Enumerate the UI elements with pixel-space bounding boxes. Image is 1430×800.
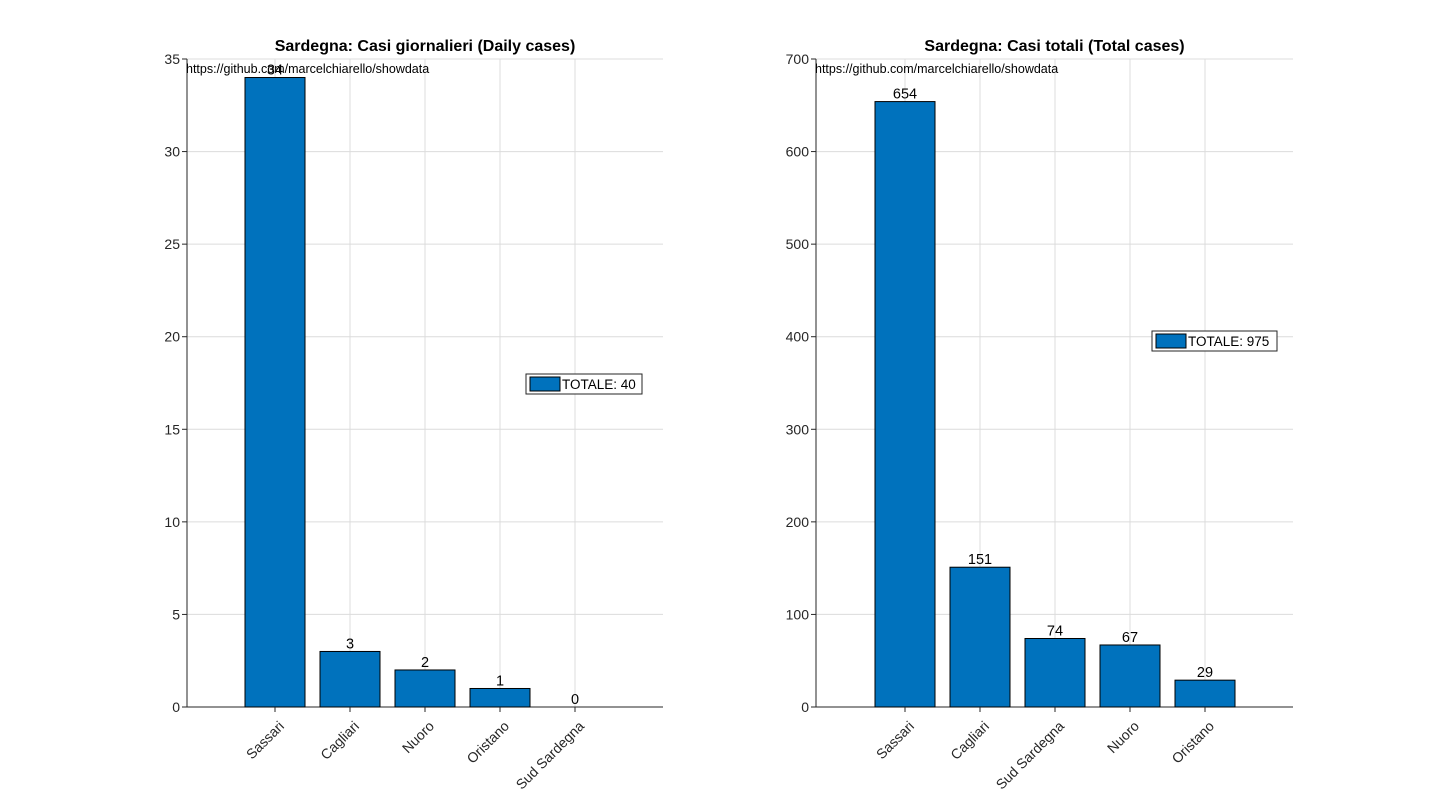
chart-title: Sardegna: Casi totali (Total cases): [924, 38, 1184, 55]
legend-swatch: [1155, 333, 1187, 349]
y-tick-label: 15: [164, 421, 180, 437]
y-tick-label: 500: [786, 236, 810, 252]
data-label: 654: [893, 87, 917, 103]
data-label: 3: [346, 636, 354, 652]
chart-panel-2: 0100200300400500600700654Sassari151Cagli…: [786, 38, 1293, 792]
legend: TOTALE: 975: [1151, 330, 1278, 352]
y-tick-label: 35: [164, 51, 180, 67]
bar-cagliari: [319, 650, 381, 708]
data-label: 1: [496, 673, 504, 689]
y-tick-label: 0: [801, 699, 809, 715]
y-tick-label: 700: [786, 51, 810, 67]
data-label: 151: [968, 552, 992, 568]
bar-nuoro: [394, 669, 456, 708]
data-label: 74: [1047, 623, 1063, 639]
source-annotation: https://github.com/marcelchiarello/showd…: [815, 62, 1058, 76]
y-tick-label: 0: [172, 699, 180, 715]
bar-nuoro: [1099, 644, 1161, 708]
data-label: 2: [421, 655, 429, 671]
y-tick-label: 25: [164, 236, 180, 252]
legend-swatch: [529, 376, 561, 392]
y-tick-label: 10: [164, 514, 180, 530]
bar-sassari: [244, 77, 306, 708]
data-label: 34: [267, 63, 283, 79]
y-tick-label: 300: [786, 421, 810, 437]
bar-cagliari: [949, 566, 1011, 708]
y-tick-label: 200: [786, 514, 810, 530]
legend: TOTALE: 40: [525, 373, 643, 395]
y-tick-label: 600: [786, 144, 810, 160]
data-label: 29: [1197, 665, 1213, 681]
chart-title: Sardegna: Casi giornalieri (Daily cases): [275, 38, 576, 55]
source-annotation: https://github.com/marcelchiarello/showd…: [186, 62, 429, 76]
y-tick-label: 20: [164, 329, 180, 345]
legend-label: TOTALE: 40: [562, 377, 636, 392]
bar-oristano: [1174, 679, 1236, 708]
y-tick-label: 5: [172, 606, 180, 622]
y-tick-label: 100: [786, 606, 810, 622]
bar-sassari: [874, 101, 936, 708]
data-label: 0: [571, 692, 579, 708]
data-label: 67: [1122, 630, 1138, 646]
legend-label: TOTALE: 975: [1188, 334, 1269, 349]
bar-sud-sardegna: [1024, 637, 1086, 708]
y-tick-label: 400: [786, 329, 810, 345]
y-tick-label: 30: [164, 144, 180, 160]
bar-oristano: [469, 687, 531, 708]
